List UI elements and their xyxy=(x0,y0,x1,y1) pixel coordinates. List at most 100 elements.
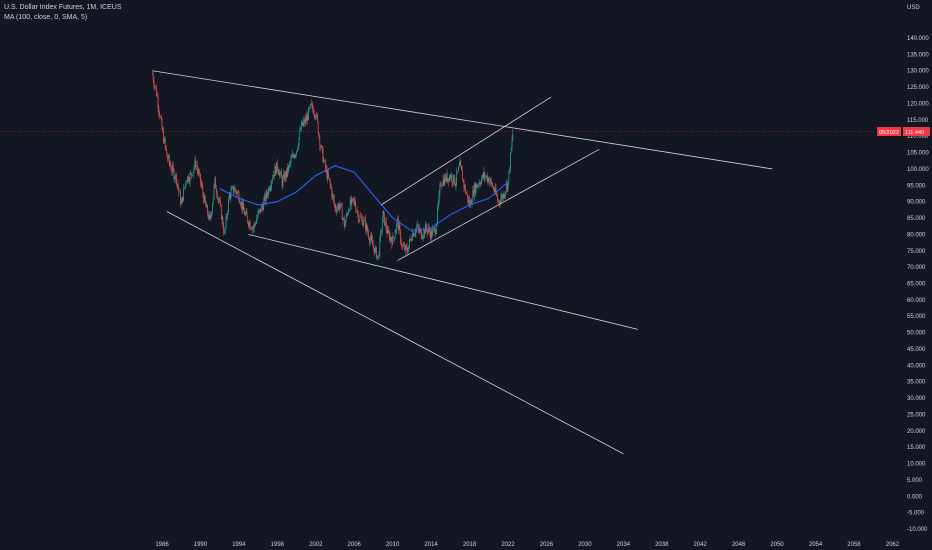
candle xyxy=(198,167,200,176)
trendline[interactable] xyxy=(166,211,624,455)
candle xyxy=(277,167,279,175)
candle xyxy=(178,187,180,197)
candle xyxy=(237,189,239,193)
candle xyxy=(503,190,505,200)
y-tick-label: 140.000 xyxy=(907,36,929,42)
candle xyxy=(485,174,486,180)
y-tick-label: 45.000 xyxy=(907,347,926,353)
candle xyxy=(476,184,478,188)
trendline[interactable] xyxy=(380,96,552,206)
candle xyxy=(158,104,160,117)
candle xyxy=(224,226,226,236)
candle xyxy=(217,197,219,203)
candle xyxy=(479,181,481,185)
trendline[interactable] xyxy=(248,234,638,330)
candle xyxy=(335,203,337,213)
candle xyxy=(491,181,493,188)
candle xyxy=(494,186,495,194)
candle xyxy=(212,202,213,216)
candle xyxy=(424,228,426,239)
candle xyxy=(224,227,225,235)
candle xyxy=(459,156,461,166)
candle xyxy=(168,153,169,162)
candle xyxy=(208,210,209,221)
trendline[interactable] xyxy=(152,70,773,170)
candle xyxy=(314,113,316,121)
candle xyxy=(358,219,360,224)
candle xyxy=(433,226,434,233)
candle xyxy=(389,229,390,244)
indicator-label[interactable]: MA (100, close, 0, SMA, 5) xyxy=(4,14,88,21)
candle xyxy=(480,181,482,188)
candle xyxy=(154,84,156,91)
candle xyxy=(445,173,446,183)
candle xyxy=(152,71,154,84)
candle xyxy=(172,160,173,176)
candle xyxy=(182,197,184,204)
candle xyxy=(327,169,329,184)
candle xyxy=(425,222,427,232)
candle xyxy=(357,210,359,224)
candle xyxy=(397,215,399,235)
candle xyxy=(440,181,442,187)
candle xyxy=(363,216,365,229)
candle xyxy=(205,201,207,208)
candle xyxy=(311,99,313,109)
candle xyxy=(236,191,238,197)
candle xyxy=(505,190,506,200)
trendlines[interactable] xyxy=(152,70,773,455)
y-tick-label: 95.000 xyxy=(907,183,926,189)
candle xyxy=(382,210,384,223)
candle xyxy=(264,194,266,204)
trendline[interactable] xyxy=(397,148,600,261)
candle xyxy=(222,215,224,229)
candle xyxy=(275,165,277,176)
candle xyxy=(339,200,341,213)
symbol-title[interactable]: U.S. Dollar Index Futures, 1M, ICEUS xyxy=(4,4,122,11)
candle xyxy=(390,236,392,243)
candle xyxy=(280,168,282,178)
candle xyxy=(442,174,444,188)
candle xyxy=(467,194,469,207)
candle xyxy=(401,237,402,250)
candle xyxy=(162,127,164,133)
candle xyxy=(272,174,273,185)
candle xyxy=(379,236,381,259)
candle xyxy=(218,197,220,205)
x-tick-label: 2038 xyxy=(655,542,669,548)
candle xyxy=(482,173,483,181)
candle xyxy=(249,220,251,229)
y-tick-label: -10.000 xyxy=(907,527,928,533)
candle xyxy=(159,109,160,120)
candle xyxy=(232,186,234,195)
y-tick-label: 20.000 xyxy=(907,429,926,435)
candle xyxy=(303,116,305,128)
candle xyxy=(465,184,466,195)
candle xyxy=(404,241,406,252)
candle xyxy=(413,232,414,237)
candle xyxy=(338,202,340,212)
x-tick-label: 1998 xyxy=(271,542,285,548)
x-tick-label: 2006 xyxy=(348,542,362,548)
candle xyxy=(410,234,412,242)
candle xyxy=(195,155,196,170)
candle xyxy=(482,172,484,180)
candle xyxy=(460,159,462,167)
candle xyxy=(345,219,346,228)
x-axis[interactable]: 1986 1990 1994 1998 2002 2006 2010 2014 2018 2022… xyxy=(155,542,899,548)
candle xyxy=(340,203,341,210)
candle xyxy=(328,167,329,179)
candle xyxy=(385,217,386,230)
candle xyxy=(226,213,228,220)
candle xyxy=(419,227,421,236)
candle xyxy=(251,226,253,231)
candle xyxy=(305,113,306,128)
candle xyxy=(301,121,303,127)
candle xyxy=(361,215,363,226)
candle xyxy=(197,166,199,177)
y-axis[interactable]: 140.000 135.000 130.000 125.000 120.000 115.0… xyxy=(907,36,929,533)
candle xyxy=(286,167,288,179)
candle xyxy=(470,197,471,209)
candle xyxy=(247,215,249,225)
